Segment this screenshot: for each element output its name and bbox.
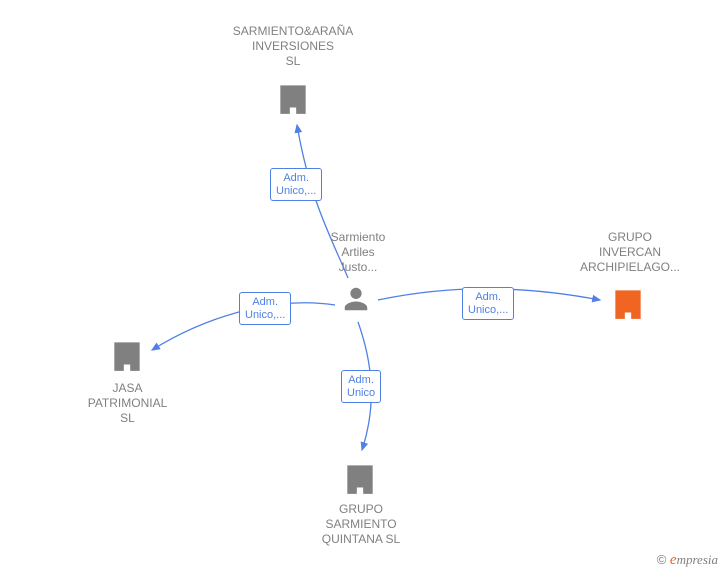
brand-first-letter: e: [670, 552, 677, 568]
company-label: GRUPO INVERCAN ARCHIPIELAGO...: [555, 230, 705, 275]
person-glyph: [345, 288, 368, 311]
edge-label: Adm. Unico,...: [239, 292, 291, 325]
edge-label: Adm. Unico: [341, 370, 381, 403]
company-label: JASA PATRIMONIAL SL: [65, 381, 190, 426]
edge-label: Adm. Unico,...: [462, 287, 514, 320]
company-label: SARMIENTO&ARAÑA INVERSIONES SL: [208, 24, 378, 69]
building-icon: [341, 457, 379, 499]
person-icon: [341, 282, 371, 316]
copyright-symbol: ©: [657, 552, 667, 567]
copyright: © empresia: [657, 552, 718, 569]
company-label: GRUPO SARMIENTO QUINTANA SL: [306, 502, 416, 547]
building-icon: [108, 334, 146, 376]
building-icon: [274, 77, 312, 119]
edge-label: Adm. Unico,...: [270, 168, 322, 201]
brand-rest: mpresia: [677, 552, 718, 567]
central-person-label: Sarmiento Artiles Justo...: [328, 230, 388, 275]
building-icon: [609, 282, 647, 324]
